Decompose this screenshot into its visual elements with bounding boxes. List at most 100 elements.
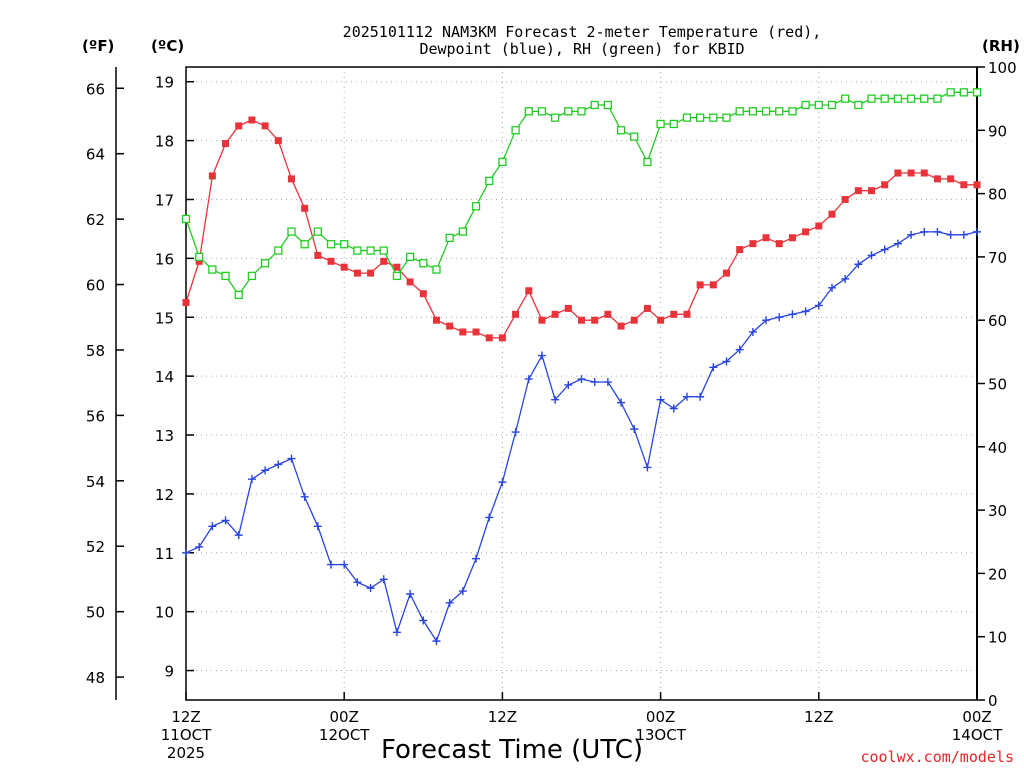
data-point — [722, 357, 731, 366]
celsius-tick-label: 9 — [164, 663, 174, 681]
plot-frame — [185, 66, 978, 701]
data-point — [551, 310, 559, 318]
data-point — [485, 334, 493, 342]
x-tick-label: 00Z — [962, 708, 991, 726]
data-point — [814, 100, 823, 110]
data-point — [353, 269, 361, 277]
data-point — [537, 351, 546, 360]
data-point — [406, 590, 415, 599]
data-point — [920, 94, 929, 103]
data-point — [406, 278, 414, 286]
data-point — [208, 265, 217, 274]
data-point — [775, 107, 784, 116]
data-point — [485, 513, 494, 522]
data-point — [234, 290, 243, 300]
x-tick-label: 00Z — [646, 708, 675, 726]
data-point — [880, 94, 889, 103]
data-point — [247, 271, 257, 281]
x-tick-label: 2025 — [167, 744, 205, 762]
data-point — [208, 172, 216, 180]
fahrenheit-tick-label: 60 — [86, 277, 105, 295]
data-point — [656, 395, 665, 404]
data-point — [722, 113, 731, 122]
data-point — [867, 251, 876, 260]
fahrenheit-tick-label: 58 — [86, 342, 105, 360]
data-point — [748, 107, 758, 116]
x-tick-label: 12Z — [488, 708, 517, 726]
data-point — [841, 274, 850, 283]
data-point — [709, 113, 718, 122]
rh-tick-label: 0 — [988, 692, 998, 710]
celsius-tick-label: 18 — [155, 133, 174, 151]
data-point — [550, 113, 560, 122]
data-point — [881, 181, 889, 189]
credit-text: coolwx.com/models — [860, 748, 1014, 766]
data-point — [393, 263, 401, 271]
celsius-tick-label: 10 — [155, 604, 174, 622]
celsius-tick-label: 15 — [155, 309, 174, 327]
data-point — [656, 119, 665, 129]
data-point — [683, 310, 691, 318]
data-point — [577, 375, 586, 384]
data-point — [577, 107, 586, 116]
data-point — [366, 584, 375, 593]
x-tick-label: 12Z — [171, 708, 200, 726]
data-point — [709, 281, 717, 289]
data-point — [590, 378, 599, 387]
x-axis-label: Forecast Time (UTC) — [381, 735, 643, 765]
data-point — [630, 425, 639, 434]
data-point — [828, 210, 836, 218]
fahrenheit-tick-label: 66 — [86, 80, 105, 98]
data-point — [432, 316, 440, 324]
data-point — [419, 290, 427, 298]
data-point — [234, 531, 243, 540]
x-tick-label: 00Z — [330, 708, 359, 726]
data-point — [616, 126, 626, 135]
data-point — [933, 94, 942, 103]
rh-tick-label: 100 — [988, 59, 1017, 77]
fahrenheit-tick-label: 48 — [86, 669, 105, 687]
data-point — [630, 316, 638, 324]
celsius-tick-label: 16 — [155, 250, 174, 268]
data-point — [564, 380, 573, 389]
data-point — [578, 316, 585, 324]
data-point — [762, 316, 771, 325]
data-point — [340, 240, 349, 249]
data-point — [327, 560, 336, 569]
data-point — [920, 227, 929, 236]
x-tick-label: 12Z — [804, 708, 833, 726]
data-point — [682, 392, 691, 401]
data-point — [972, 88, 982, 97]
data-point — [221, 271, 230, 281]
data-point — [617, 322, 625, 330]
data-point — [643, 304, 651, 312]
data-point — [827, 283, 836, 292]
celsius-tick-label: 17 — [155, 191, 174, 209]
celsius-tick-label: 13 — [155, 427, 174, 445]
data-point — [379, 246, 388, 255]
data-point — [946, 88, 955, 97]
data-point — [564, 304, 572, 312]
data-point — [841, 94, 850, 103]
data-point — [735, 107, 744, 116]
data-point — [670, 310, 678, 318]
rh-tick-label: 30 — [988, 502, 1007, 520]
data-point — [788, 234, 796, 242]
rh-tick-label: 80 — [988, 186, 1007, 204]
chart-title-line2: Dewpoint (blue), RH (green) for KBID — [419, 40, 744, 58]
data-point — [762, 234, 770, 242]
data-point — [907, 230, 916, 239]
data-point — [906, 94, 916, 103]
data-point — [367, 269, 375, 277]
data-point — [603, 378, 612, 387]
data-point — [802, 228, 810, 236]
data-point — [405, 252, 415, 262]
data-point — [775, 313, 784, 322]
data-point — [907, 169, 915, 177]
data-point — [195, 542, 204, 551]
celsius-tick-label: 11 — [155, 545, 174, 563]
series-line — [185, 231, 978, 643]
data-point — [181, 214, 191, 224]
data-point — [538, 316, 546, 324]
data-point — [182, 548, 190, 557]
